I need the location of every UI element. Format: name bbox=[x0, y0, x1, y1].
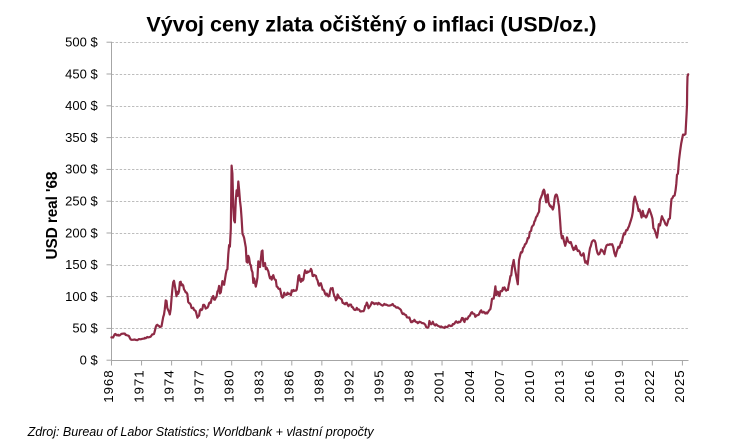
svg-text:2025: 2025 bbox=[672, 370, 687, 403]
svg-text:1995: 1995 bbox=[372, 370, 387, 403]
svg-text:2007: 2007 bbox=[492, 370, 507, 403]
svg-text:Vývoj ceny zlata očištěný o in: Vývoj ceny zlata očištěný o inflaci (USD… bbox=[146, 11, 596, 36]
svg-text:450 $: 450 $ bbox=[65, 66, 98, 81]
svg-text:150 $: 150 $ bbox=[65, 257, 98, 272]
svg-text:Zdroj: Bureau of Labor Statist: Zdroj: Bureau of Labor Statistics; World… bbox=[27, 425, 375, 439]
svg-text:2016: 2016 bbox=[582, 370, 597, 403]
svg-text:1980: 1980 bbox=[221, 370, 236, 403]
svg-text:50 $: 50 $ bbox=[72, 321, 98, 336]
svg-text:500 $: 500 $ bbox=[65, 35, 98, 50]
svg-text:1989: 1989 bbox=[312, 370, 327, 403]
svg-text:250 $: 250 $ bbox=[65, 194, 98, 209]
svg-text:400 $: 400 $ bbox=[65, 98, 98, 113]
svg-text:0 $: 0 $ bbox=[80, 353, 99, 368]
svg-text:1971: 1971 bbox=[131, 370, 146, 403]
svg-text:2004: 2004 bbox=[462, 370, 477, 403]
svg-text:1983: 1983 bbox=[251, 370, 266, 403]
svg-text:1974: 1974 bbox=[161, 370, 176, 403]
svg-text:300 $: 300 $ bbox=[65, 162, 98, 177]
svg-text:1977: 1977 bbox=[191, 370, 206, 403]
svg-text:USD real '68: USD real '68 bbox=[44, 171, 61, 259]
svg-text:1992: 1992 bbox=[342, 370, 357, 403]
svg-text:2001: 2001 bbox=[432, 370, 447, 403]
svg-text:2010: 2010 bbox=[522, 370, 537, 403]
svg-text:2022: 2022 bbox=[642, 370, 657, 403]
svg-text:2013: 2013 bbox=[552, 370, 567, 403]
svg-text:1998: 1998 bbox=[402, 370, 417, 403]
svg-text:2019: 2019 bbox=[612, 370, 627, 403]
svg-text:1968: 1968 bbox=[101, 370, 116, 403]
svg-text:1986: 1986 bbox=[281, 370, 296, 403]
svg-text:200 $: 200 $ bbox=[65, 225, 98, 240]
svg-text:100 $: 100 $ bbox=[65, 289, 98, 304]
svg-text:350 $: 350 $ bbox=[65, 130, 98, 145]
